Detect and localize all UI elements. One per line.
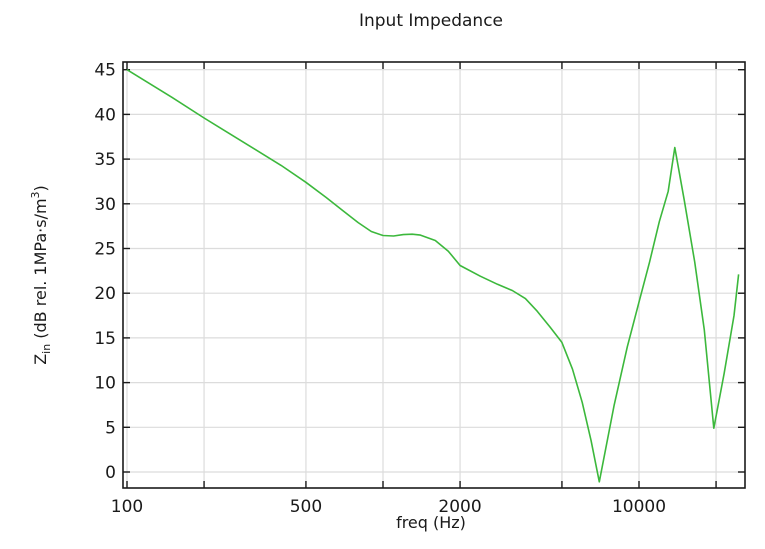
x-tick-labels: 100 500 2000 10000: [111, 497, 666, 517]
x-tick-label: 10000: [612, 497, 666, 517]
y-tick-label: 25: [94, 240, 116, 260]
y-tick-labels: 0 5 10 15 20 25 30 35 40 45: [94, 61, 116, 483]
y-tick-label: 30: [94, 195, 116, 215]
y-tick-label: 10: [94, 374, 116, 394]
y-tick-label: 45: [94, 61, 116, 81]
plot-frame: [122, 61, 746, 489]
y-tick-label: 40: [94, 105, 116, 125]
y-tick-label: 0: [105, 463, 116, 483]
y-axis-label: Zin (dB rel. 1MPa·s/m3): [29, 185, 53, 365]
x-tick-label: 500: [290, 497, 322, 517]
chart-title: Input Impedance: [359, 11, 503, 31]
x-tick-label: 100: [111, 497, 143, 517]
axis-ticks: [123, 62, 745, 488]
x-axis-label: freq (Hz): [396, 513, 466, 532]
y-tick-label: 20: [94, 284, 116, 304]
y-tick-label: 35: [94, 150, 116, 170]
zin-series-line: [126, 69, 740, 483]
y-tick-label: 15: [94, 329, 116, 349]
x-tick-label: 2000: [438, 497, 481, 517]
y-tick-label: 5: [105, 418, 116, 438]
